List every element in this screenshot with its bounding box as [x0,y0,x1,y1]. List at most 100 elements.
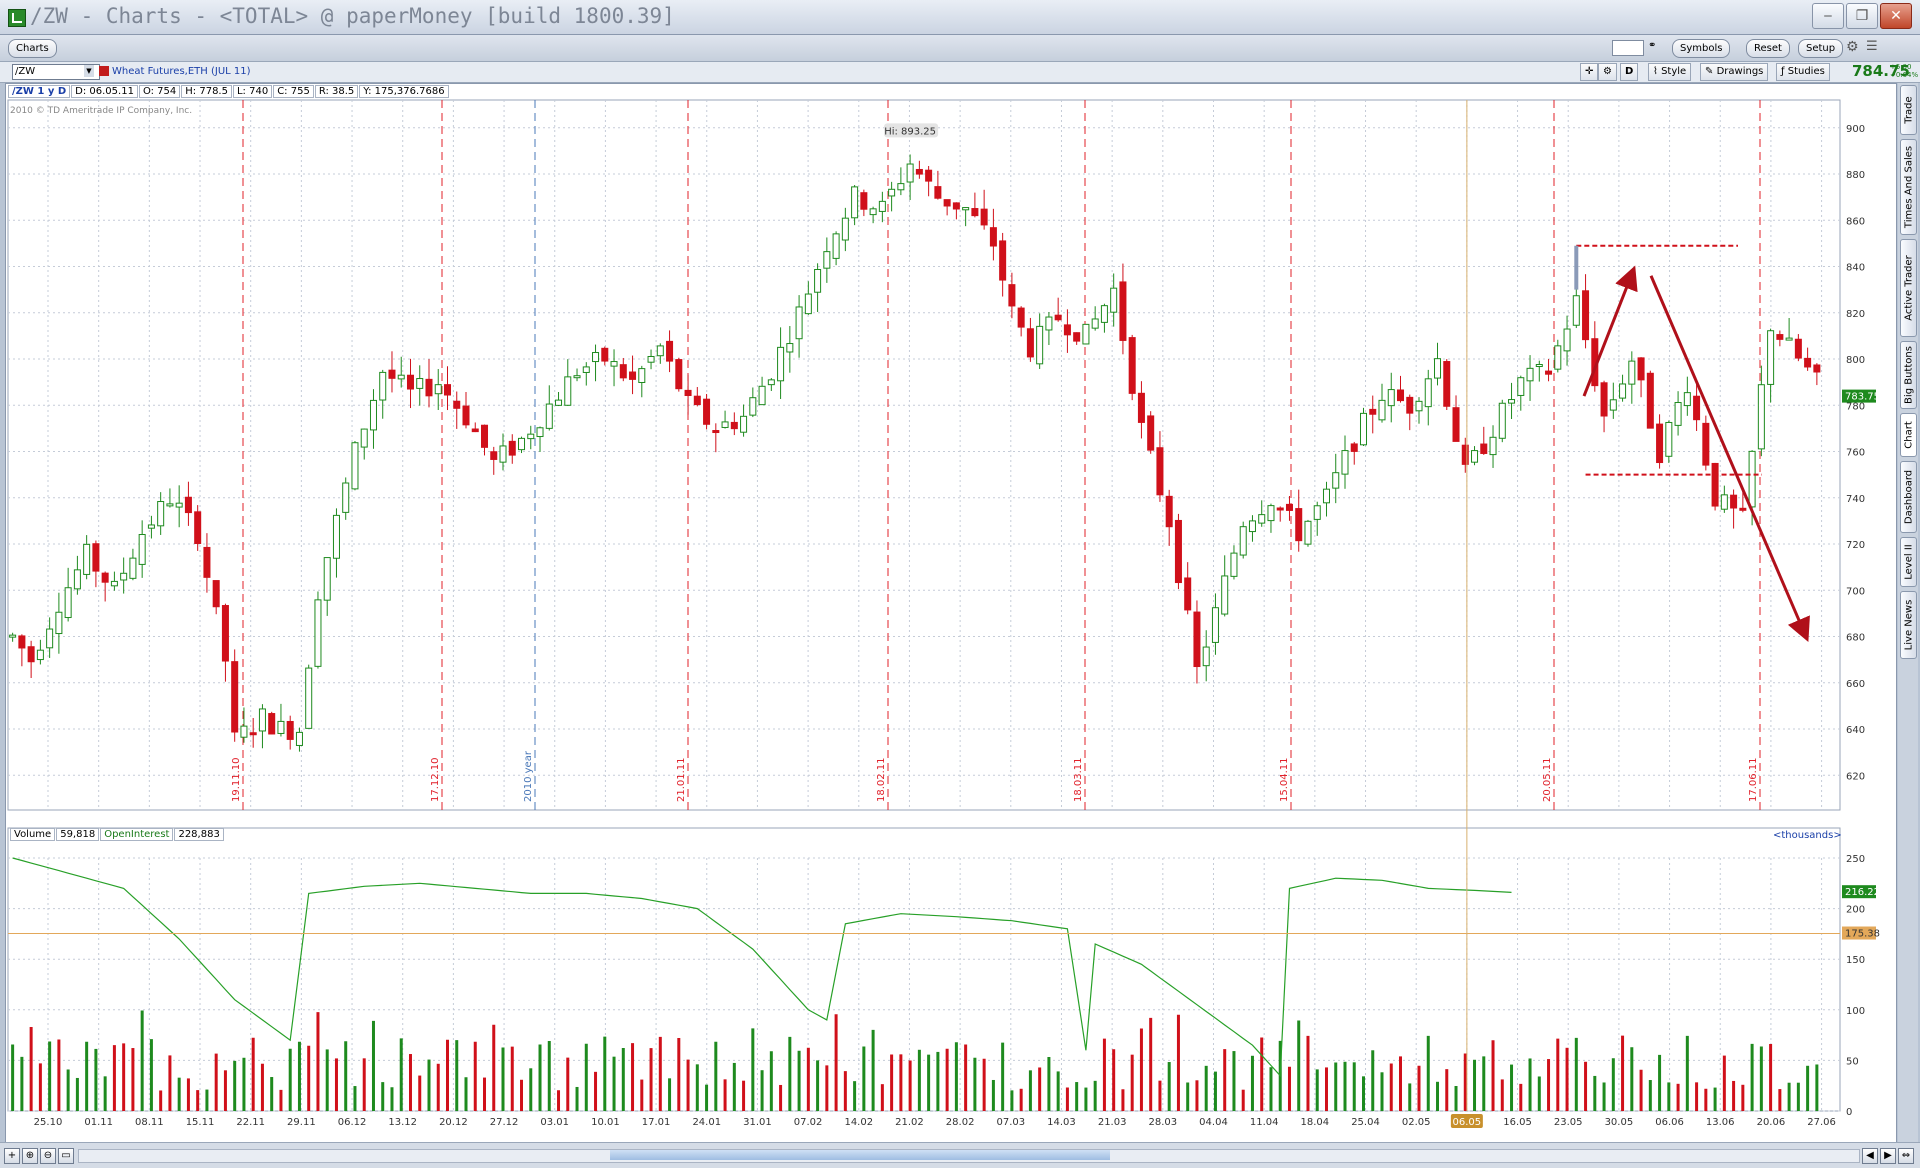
candle-down [1137,392,1145,423]
candle-up [397,374,405,380]
tab-charts[interactable]: Charts [8,39,57,58]
zoom-out-icon[interactable]: ⊖ [40,1148,56,1164]
candle-up [1609,399,1617,411]
candle-up [777,346,785,382]
setup-button[interactable]: Setup [1798,39,1844,58]
price-tick-label: 780 [1846,401,1865,412]
candle-down [1739,507,1747,511]
bottom-bar: + ⊕ ⊖ ▭ ◀ ▶ ⇔ [0,1142,1920,1168]
candle-down [730,421,738,430]
style-button[interactable]: ⌇ Style [1648,63,1692,81]
sidebar-tab-chart[interactable]: Chart [1900,413,1917,457]
candle-up [527,433,535,440]
candle-down [629,371,637,380]
scroll-right-icon[interactable]: ▶ [1880,1148,1896,1164]
crosshair-icon[interactable]: ✛ [1580,63,1599,81]
symbol-box[interactable] [1612,40,1644,56]
candle-down [480,424,489,448]
sidebar-tab-times-and-sales[interactable]: Times And Sales [1900,139,1917,235]
candle-up [1100,305,1108,323]
expand-icon[interactable]: ⇔ [1898,1148,1914,1164]
volume-info: Volume 59,818 OpenInterest 228,883 [10,828,225,841]
sidebar-tab-level-ii[interactable]: Level II [1900,537,1917,587]
volume-marker-box [1842,926,1876,940]
price-tick-label: 900 [1846,124,1865,135]
reset-button[interactable]: Reset [1746,39,1790,58]
sidebar-tab-dashboard[interactable]: Dashboard [1900,461,1917,533]
candle-up [1665,421,1673,457]
sidebar-tab-active-trader[interactable]: Active Trader [1900,239,1917,337]
drawings-button[interactable]: ✎ Drawings [1700,63,1769,81]
high-label-box [884,123,939,138]
candle-down [952,202,960,210]
volume-units: <thousands> [1773,830,1842,841]
studies-button[interactable]: ƒ Studies [1776,63,1830,81]
scroll-thumb[interactable] [610,1150,1110,1160]
candle-down [203,546,211,578]
symbols-button[interactable]: Symbols [1672,39,1731,58]
candle-up [1359,412,1368,446]
menu-icon[interactable]: ☰ [1866,39,1878,54]
candle-down [1637,357,1645,381]
link-icon[interactable]: ⚭ [1648,40,1657,51]
study-label: /ZW 1 y D [8,85,71,98]
price-change-percent: +0.64% [1890,71,1919,79]
sidebar-tab-big-buttons[interactable]: Big Buttons [1900,341,1917,409]
candle-up [656,345,664,357]
candle-down [1193,611,1201,668]
gear-icon[interactable]: ⚙ [1846,39,1859,55]
volume-tick-label: 0 [1846,1107,1852,1118]
candle-down [1119,281,1127,341]
close-button[interactable]: ✕ [1880,3,1912,29]
candle-down [1026,328,1034,358]
candle-up [851,186,859,219]
candle-down [231,661,239,733]
period-marker-label: 17.12.10 [430,757,441,802]
candle-down [971,208,979,217]
date-tick-label: 29.11 [287,1117,316,1128]
sidebar-tab-trade[interactable]: Trade [1900,85,1917,135]
candle-up [1489,436,1497,456]
period-marker-label: 18.03.11 [1073,757,1084,802]
scroll-left-icon[interactable]: ◀ [1862,1148,1878,1164]
date-tick-label: 20.06 [1757,1117,1786,1128]
candle-up [592,352,600,363]
zoom-in-icon[interactable]: + [4,1148,20,1164]
price-change: +5.00 [1890,63,1912,71]
sidebar: Trade Times And Sales Active Trader Big But… [1898,83,1918,1148]
minimize-button[interactable]: ‒ [1812,3,1844,29]
candle-up [55,611,63,635]
candle-down [1461,444,1469,465]
sidebar-tab-live-news[interactable]: Live News [1900,591,1917,659]
candle-down [194,511,202,544]
zoom-icon[interactable]: ⊕ [22,1148,38,1164]
date-tick-label: 24.01 [692,1117,721,1128]
candle-down [1285,503,1293,511]
candle-up [1434,358,1442,379]
candle-down [184,496,192,514]
candle-up [147,524,155,529]
period-marker-label: 17.06.11 [1748,757,1759,802]
candle-up [434,384,442,395]
instrument-description: Wheat Futures,ETH (JUL 11) [112,66,251,77]
settings-icon[interactable]: ⚙ [1598,63,1617,81]
period-button[interactable]: D [1620,63,1639,81]
symbol-input[interactable]: /ZW [12,64,100,80]
price-axis: 620 640 660 680 700 720 740 760 780 800 820 840 860 8… [1846,124,1865,783]
fit-icon[interactable]: ▭ [58,1148,74,1164]
candle-down [1443,361,1451,407]
candle-up [823,251,831,269]
candle-up [1785,337,1793,341]
candle-up [1258,514,1266,524]
candle-down [388,369,396,379]
date-tick-label: 03.01 [540,1117,569,1128]
price-tick-label: 840 [1846,263,1865,274]
candle-down [221,605,229,662]
candle-up [1619,383,1627,399]
candle-up [1036,325,1044,365]
candle-up [240,725,248,738]
app-logo-icon [8,9,26,27]
candle-up [379,371,387,401]
restore-button[interactable]: ❐ [1846,3,1878,29]
symbol-dropdown-icon[interactable]: ▼ [84,65,94,77]
